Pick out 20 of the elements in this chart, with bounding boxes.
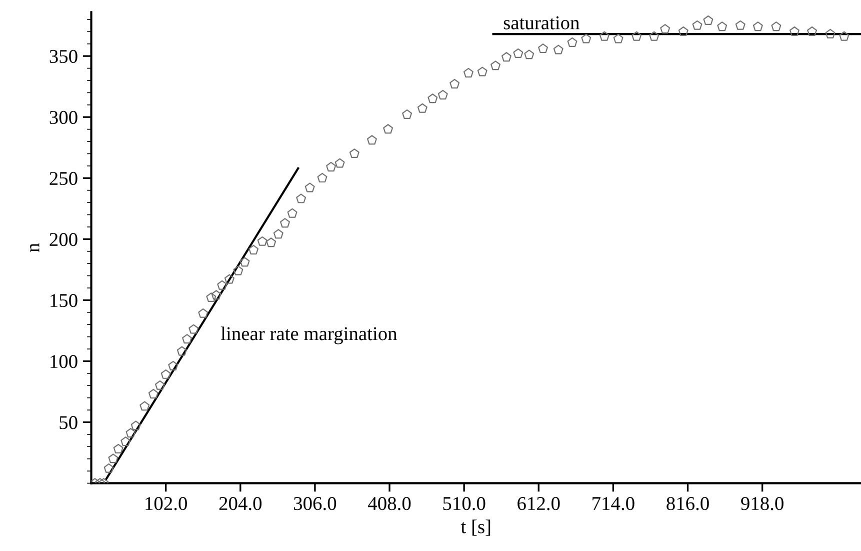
x-tick-label: 612.0 [518, 496, 560, 510]
x-axis-title: t [s] [460, 520, 490, 536]
y-tick-label: 150 [50, 294, 78, 308]
y-tick-label: 350 [50, 50, 78, 63]
x-tick-label: 510.0 [443, 496, 486, 510]
x-tick-label: 816.0 [666, 496, 709, 510]
y-tick-label: 300 [50, 110, 78, 124]
annotation: linear rate margination [220, 326, 398, 344]
y-tick-label: 200 [50, 232, 78, 246]
x-tick-label: 714.0 [592, 496, 634, 510]
y-tick-label: 50 [60, 416, 78, 430]
x-tick-label: 102.0 [146, 496, 187, 510]
y-tick-label: 100 [50, 354, 78, 368]
y-tick-label: 250 [50, 172, 78, 186]
annotation: saturation [504, 16, 580, 30]
x-tick-label: 306.0 [294, 496, 336, 510]
x-tick-label: 918.0 [741, 496, 784, 510]
x-tick-label: 408.0 [368, 496, 411, 510]
x-tick-label: 204.0 [219, 496, 262, 510]
y-axis-title: n [30, 243, 40, 252]
